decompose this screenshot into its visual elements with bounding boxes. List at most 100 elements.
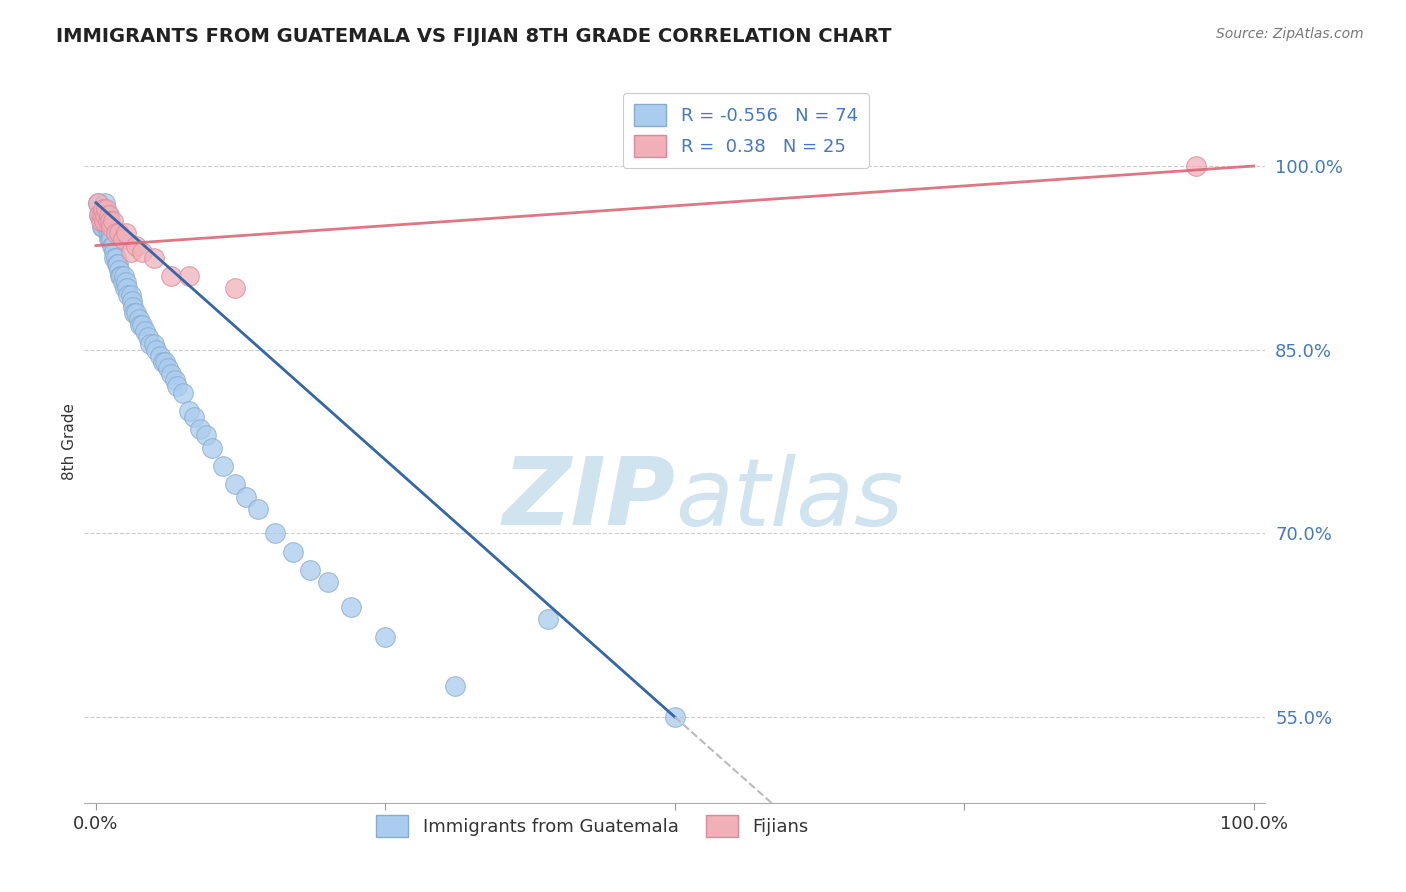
Point bbox=[374, 631, 396, 645]
Point bbox=[142, 251, 165, 265]
Text: atlas: atlas bbox=[675, 454, 903, 545]
Point bbox=[224, 281, 246, 295]
Point bbox=[111, 276, 134, 290]
Point bbox=[108, 263, 131, 277]
Point bbox=[96, 214, 118, 228]
Point bbox=[103, 244, 125, 259]
Point bbox=[177, 269, 200, 284]
Point bbox=[264, 526, 287, 541]
Point bbox=[172, 385, 194, 400]
Point bbox=[103, 251, 125, 265]
Point bbox=[166, 379, 188, 393]
Point bbox=[96, 214, 118, 228]
Point bbox=[90, 208, 112, 222]
Text: Source: ZipAtlas.com: Source: ZipAtlas.com bbox=[1216, 27, 1364, 41]
Point bbox=[97, 227, 120, 241]
Point bbox=[97, 208, 120, 222]
Point bbox=[188, 422, 211, 436]
Point bbox=[108, 227, 131, 241]
Text: ZIP: ZIP bbox=[502, 453, 675, 545]
Point bbox=[125, 306, 148, 320]
Point bbox=[120, 287, 142, 301]
Point bbox=[212, 458, 235, 473]
Point bbox=[100, 232, 122, 246]
Point bbox=[444, 680, 467, 694]
Point bbox=[98, 220, 121, 235]
Point bbox=[120, 244, 142, 259]
Point bbox=[104, 227, 127, 241]
Point bbox=[224, 477, 246, 491]
Point bbox=[100, 227, 122, 241]
Point bbox=[247, 502, 270, 516]
Point bbox=[87, 195, 110, 210]
Point bbox=[281, 545, 304, 559]
Point bbox=[94, 195, 117, 210]
Point bbox=[536, 612, 558, 626]
Point bbox=[98, 214, 121, 228]
Point bbox=[235, 490, 257, 504]
Point bbox=[103, 214, 125, 228]
Point bbox=[96, 220, 118, 235]
Point bbox=[104, 251, 127, 265]
Point bbox=[136, 330, 159, 344]
Point bbox=[96, 214, 118, 228]
Point bbox=[115, 281, 138, 295]
Point bbox=[177, 404, 200, 418]
Point bbox=[110, 269, 132, 284]
Point bbox=[91, 202, 114, 216]
Point bbox=[664, 710, 686, 724]
Point bbox=[160, 269, 183, 284]
Point bbox=[98, 232, 121, 246]
Point bbox=[100, 220, 122, 235]
Point bbox=[93, 202, 115, 216]
Point bbox=[339, 599, 361, 614]
Point bbox=[121, 293, 143, 308]
Point bbox=[96, 208, 118, 222]
Point bbox=[94, 208, 117, 222]
Point bbox=[152, 355, 174, 369]
Point bbox=[114, 281, 136, 295]
Point bbox=[107, 257, 129, 271]
Point bbox=[122, 306, 145, 320]
Point bbox=[131, 318, 153, 333]
Point bbox=[97, 232, 120, 246]
Point bbox=[122, 300, 145, 314]
Point bbox=[145, 343, 167, 357]
Y-axis label: 8th Grade: 8th Grade bbox=[62, 403, 77, 480]
Point bbox=[96, 202, 118, 216]
Point bbox=[87, 195, 110, 210]
Point bbox=[194, 428, 217, 442]
Point bbox=[111, 232, 134, 246]
Point bbox=[115, 276, 138, 290]
Point bbox=[128, 312, 150, 326]
Point bbox=[90, 214, 112, 228]
Point bbox=[110, 269, 132, 284]
Point bbox=[125, 238, 148, 252]
Legend: Immigrants from Guatemala, Fijians: Immigrants from Guatemala, Fijians bbox=[368, 808, 815, 845]
Point bbox=[139, 336, 162, 351]
Point bbox=[89, 208, 111, 222]
Point bbox=[90, 208, 112, 222]
Point bbox=[299, 563, 322, 577]
Point bbox=[117, 287, 139, 301]
Point bbox=[115, 227, 138, 241]
Point bbox=[89, 208, 111, 222]
Point bbox=[155, 355, 177, 369]
Point bbox=[93, 214, 115, 228]
Point bbox=[90, 220, 112, 235]
Point bbox=[94, 208, 117, 222]
Point bbox=[131, 244, 153, 259]
Point bbox=[156, 361, 179, 376]
Point bbox=[112, 269, 135, 284]
Point bbox=[1185, 159, 1208, 173]
Point bbox=[96, 220, 118, 235]
Point bbox=[105, 257, 128, 271]
Point bbox=[149, 349, 172, 363]
Point bbox=[103, 238, 125, 252]
Point bbox=[160, 367, 183, 381]
Text: IMMIGRANTS FROM GUATEMALA VS FIJIAN 8TH GRADE CORRELATION CHART: IMMIGRANTS FROM GUATEMALA VS FIJIAN 8TH … bbox=[56, 27, 891, 45]
Point bbox=[163, 373, 186, 387]
Point bbox=[183, 410, 205, 425]
Point bbox=[101, 238, 124, 252]
Point bbox=[316, 575, 339, 590]
